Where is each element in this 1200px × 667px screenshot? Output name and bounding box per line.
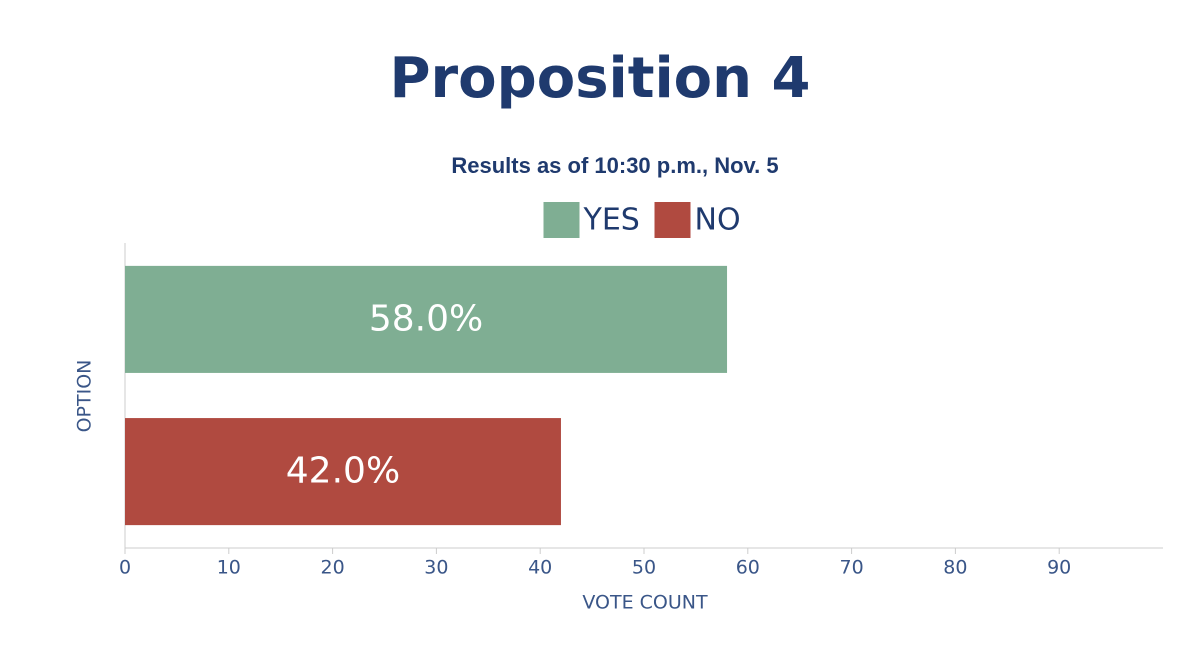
value-label: 58.0% — [369, 298, 483, 339]
chart-subtitle: Results as of 10:30 p.m., Nov. 5 — [451, 153, 778, 178]
x-tick-label: 10 — [217, 557, 241, 579]
x-tick-label: 20 — [321, 557, 345, 579]
x-tick-label: 90 — [1047, 557, 1071, 579]
chart-title: Proposition 4 — [390, 46, 811, 111]
legend-label: YES — [583, 203, 640, 238]
value-label: 42.0% — [286, 451, 400, 492]
bar — [125, 418, 561, 526]
legend-label: NO — [695, 203, 741, 238]
x-tick-label: 0 — [119, 557, 131, 579]
legend-swatch — [654, 202, 691, 238]
x-tick-label: 40 — [528, 557, 552, 579]
legend-swatch — [543, 202, 580, 238]
x-tick-label: 30 — [424, 557, 448, 579]
x-tick-label: 80 — [943, 557, 967, 579]
x-axis-title: VOTE COUNT — [582, 592, 708, 614]
x-tick-label: 50 — [632, 557, 656, 579]
y-axis-title: OPTION — [74, 360, 96, 433]
x-tick-label: 60 — [736, 557, 760, 579]
x-tick-label: 70 — [840, 557, 864, 579]
bar — [125, 265, 728, 373]
